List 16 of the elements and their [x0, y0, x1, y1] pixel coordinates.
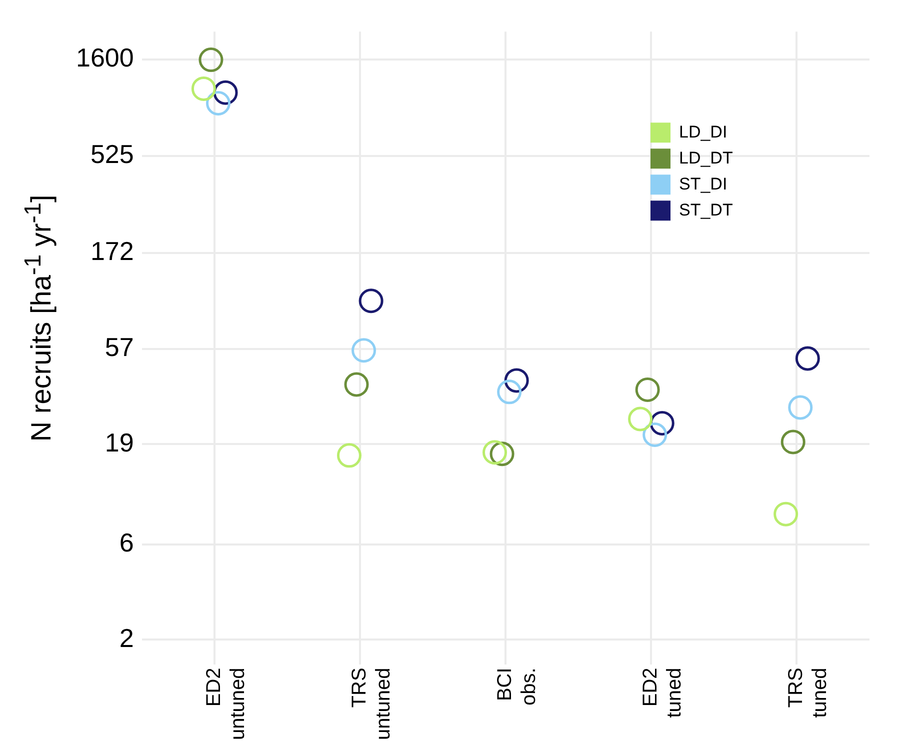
legend-label: ST_DI	[679, 174, 728, 194]
y-tick-label: 1600	[76, 42, 134, 72]
y-tick-label: 2	[119, 622, 134, 653]
y-tick-label: 172	[90, 236, 134, 266]
legend-label: LD_DT	[679, 148, 733, 168]
x-tick-label: BCI obs.	[494, 668, 540, 706]
y-tick-label: 57	[104, 332, 134, 362]
x-tick-label: TRS tuned	[785, 668, 832, 718]
y-tick-label: 19	[104, 427, 134, 458]
legend-label: LD_DI	[679, 122, 728, 142]
x-tick-label: ED2 tuned	[640, 668, 686, 718]
y-tick-label: 6	[119, 527, 134, 558]
y-tick-label: 525	[90, 139, 134, 170]
x-tick-label: ED2 untuned	[203, 668, 250, 740]
x-tick-label: TRS untuned	[348, 668, 395, 740]
legend-label: ST_DT	[679, 200, 733, 220]
